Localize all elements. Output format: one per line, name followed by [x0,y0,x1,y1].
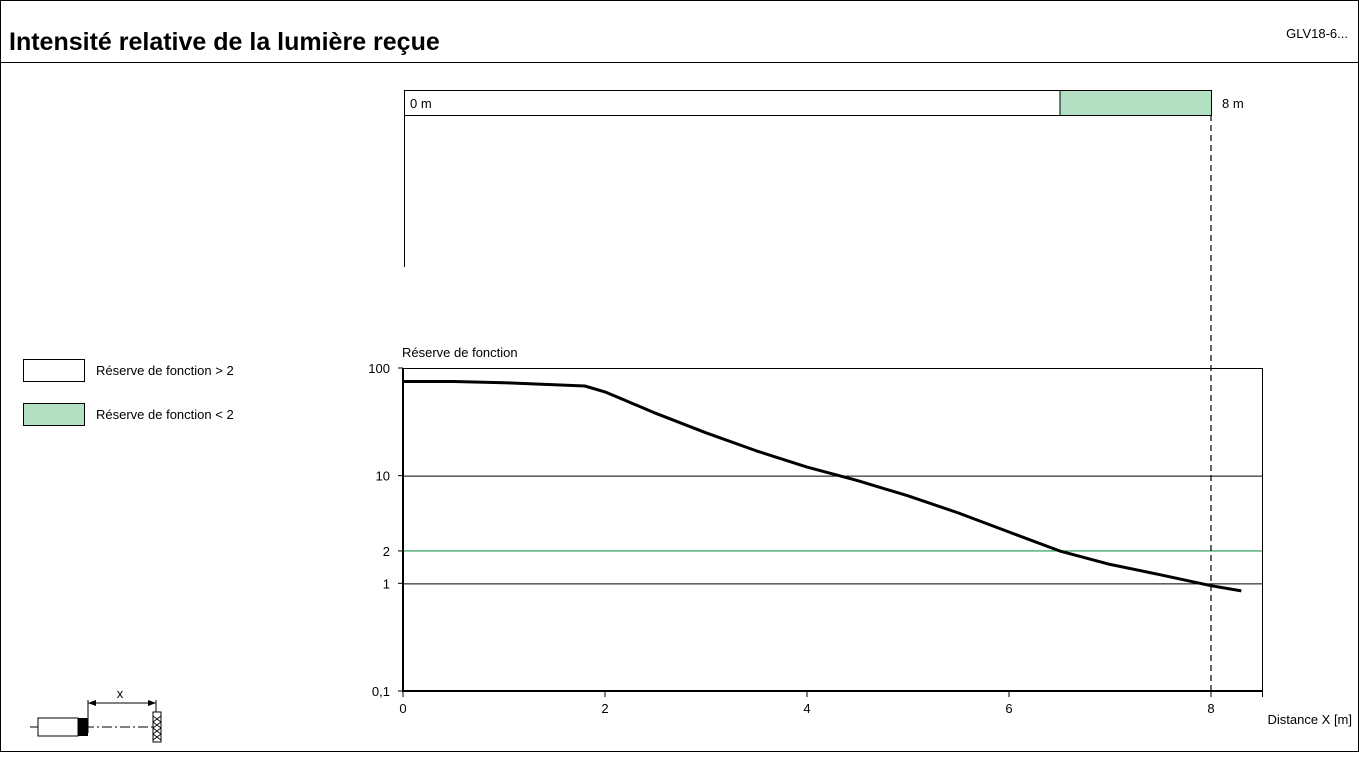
ticks: 0,1 1 2 10 100 0 2 4 6 8 [368,361,1263,716]
range-start-label: 0 m [410,96,432,111]
x-tick-label: 8 [1207,701,1214,716]
series-line [403,380,1242,593]
dimension-arrow-left [88,700,96,706]
reflector-hatching [152,715,162,741]
chart-title: Intensité relative de la lumière reçue [9,28,440,56]
x-tick-label: 4 [803,701,810,716]
legend-swatch-low [23,403,85,426]
dimension-label: x [117,686,124,701]
y-tick-label: 10 [376,469,390,484]
x-axis-label: Distance X [m] [1267,712,1352,727]
y-tick-label: 0,1 [372,684,390,699]
reflector-icon [152,711,162,743]
legend-swatch-high [23,359,85,382]
legend-label-high: Réserve de fonction > 2 [96,363,234,378]
x-tick-label: 2 [601,701,608,716]
range-bar-low-reserve [1059,90,1212,116]
sensor-body [37,717,79,737]
y-tick-label: 2 [383,544,390,559]
sensor-diagram-icon: x [30,686,162,743]
range-bar: 0 m 8 m [404,90,1244,267]
plot-area: Réserve de fonction Distance X [m] 0,1 1 2… [368,115,1352,727]
gridlines [403,368,1262,585]
legend: Réserve de fonction > 2 Réserve de fonct… [23,359,234,426]
dimension-arrow-right [148,700,156,706]
y-axis-label: Réserve de fonction [402,345,518,360]
model-label: GLV18-6... [1286,26,1348,41]
x-tick-label: 0 [399,701,406,716]
y-tick-label: 1 [383,576,390,591]
range-end-label: 8 m [1222,96,1244,111]
sensor-lens [78,718,88,736]
y-tick-label: 100 [368,361,390,376]
x-tick-label: 6 [1005,701,1012,716]
legend-label-low: Réserve de fonction < 2 [96,407,234,422]
